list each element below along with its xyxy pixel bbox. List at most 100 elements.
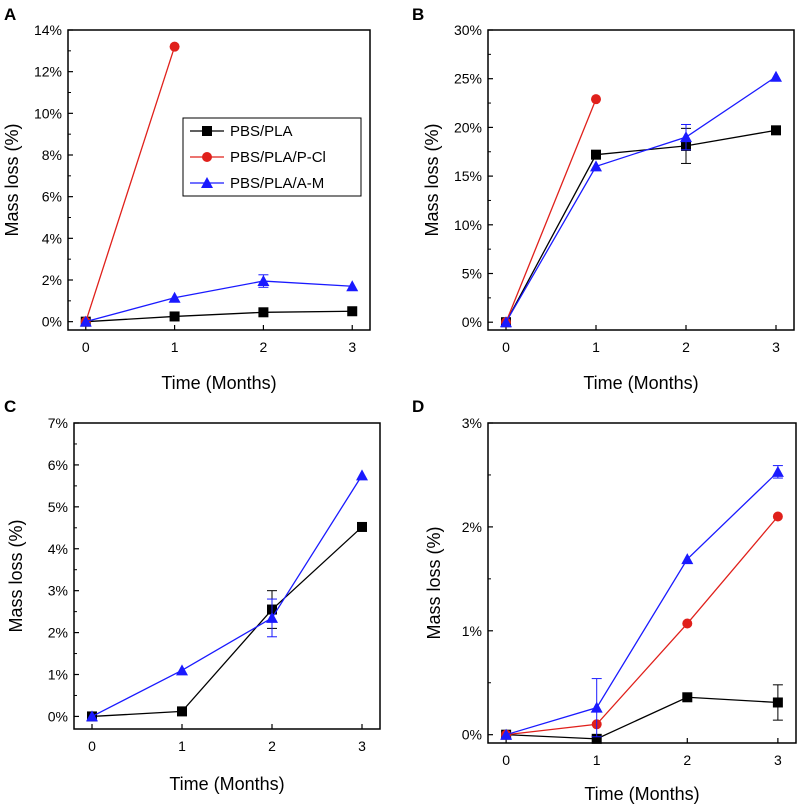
y-axis-label-d: Mass loss (%) bbox=[424, 526, 444, 639]
data-point bbox=[168, 291, 181, 303]
data-point bbox=[347, 306, 358, 317]
data-point bbox=[258, 307, 269, 318]
data-point bbox=[500, 316, 512, 328]
x-tick-label: 1 bbox=[178, 738, 186, 754]
series-pbs-pla-p-cl bbox=[501, 511, 783, 740]
series-pbs-pla bbox=[501, 125, 781, 328]
legend-marker-circle bbox=[202, 152, 212, 162]
plot-frame-d bbox=[487, 422, 797, 744]
series-line bbox=[506, 696, 778, 740]
legend-entry-pbs-pla-p-cl: PBS/PLA/P-Cl bbox=[190, 149, 326, 166]
x-tick-label: 0 bbox=[88, 738, 96, 754]
y-tick-label: 6% bbox=[48, 457, 68, 473]
x-tick-label: 3 bbox=[358, 738, 366, 754]
y-tick-label: 4% bbox=[48, 541, 68, 557]
data-point bbox=[771, 125, 781, 136]
series-pbs-pla-p-cl bbox=[80, 41, 180, 327]
y-tick-label: 0% bbox=[48, 708, 68, 724]
legend-entry-pbs-pla-a-m: PBS/PLA/A-M bbox=[190, 175, 324, 192]
panel-b: B 0 1 2 30%5%10%15%20%25%30% Time (Months) … bbox=[412, 5, 795, 393]
x-tick-label: 3 bbox=[348, 339, 356, 355]
panel-label-a: A bbox=[4, 5, 16, 24]
x-tick-label: 3 bbox=[772, 339, 780, 355]
data-point bbox=[169, 311, 180, 322]
x-axis-label-d: Time (Months) bbox=[584, 784, 699, 804]
y-tick-label: 1% bbox=[462, 623, 482, 639]
series-line bbox=[506, 516, 779, 736]
panel-a: A 0 1 2 30%2%4%6%8%10%12%14% Time (Months) … bbox=[2, 5, 371, 393]
y-tick-label: 12% bbox=[34, 64, 62, 80]
y-tick-label: 7% bbox=[48, 415, 68, 431]
panel-label-c: C bbox=[4, 397, 16, 416]
legend-marker-square bbox=[202, 126, 212, 136]
data-point bbox=[346, 280, 359, 292]
series-line bbox=[91, 475, 363, 718]
legend-entry-pbs-pla: PBS/PLA bbox=[190, 123, 293, 140]
data-point bbox=[591, 733, 602, 744]
series-line bbox=[85, 46, 176, 322]
plot-frame-c bbox=[73, 422, 381, 730]
x-tick-label: 3 bbox=[774, 752, 782, 768]
y-tick-label: 20% bbox=[454, 119, 482, 135]
data-point bbox=[590, 160, 602, 172]
data-point bbox=[86, 710, 98, 722]
x-tick-label: 1 bbox=[171, 339, 179, 355]
data-point bbox=[500, 728, 513, 740]
y-tick-label: 30% bbox=[454, 22, 482, 38]
x-tick-label: 0 bbox=[82, 339, 90, 355]
series-pbs-pla bbox=[80, 306, 358, 327]
data-point bbox=[257, 275, 270, 287]
y-tick-label: 0% bbox=[462, 314, 482, 330]
data-point bbox=[591, 94, 601, 105]
y-tick-label: 1% bbox=[48, 667, 68, 683]
data-point bbox=[356, 469, 368, 481]
panel-label-d: D bbox=[412, 397, 424, 416]
y-tick-label: 2% bbox=[42, 272, 62, 288]
series-line bbox=[505, 98, 597, 323]
data-point bbox=[591, 149, 601, 160]
data-point bbox=[169, 41, 180, 52]
data-point bbox=[176, 664, 188, 676]
legend-label: PBS/PLA/P-Cl bbox=[230, 149, 326, 166]
x-tick-label: 2 bbox=[682, 339, 690, 355]
y-tick-label: 8% bbox=[42, 147, 62, 163]
data-point bbox=[177, 706, 187, 717]
y-tick-label: 2% bbox=[462, 519, 482, 535]
x-tick-label: 2 bbox=[260, 339, 268, 355]
data-point bbox=[682, 692, 693, 703]
x-tick-label: 1 bbox=[593, 752, 601, 768]
series-pbs-pla-a-m bbox=[79, 274, 359, 327]
plot-frame-b bbox=[487, 29, 795, 331]
data-point bbox=[590, 701, 603, 713]
y-tick-label: 3% bbox=[48, 583, 68, 599]
y-axis-label-a: Mass loss (%) bbox=[2, 123, 22, 236]
series-pbs-pla-p-cl bbox=[501, 94, 601, 328]
data-point bbox=[681, 553, 694, 565]
data-point bbox=[266, 611, 278, 623]
y-tick-label: 15% bbox=[454, 168, 482, 184]
panel-c: C 0 1 2 3 0% 1% 2% 3% 4% 5% 6% 7% Time (Months) Mas… bbox=[4, 397, 381, 794]
x-tick-label: 0 bbox=[502, 339, 510, 355]
series-pbs-pla bbox=[87, 521, 367, 722]
y-tick-label: 6% bbox=[42, 189, 62, 205]
y-tick-label: 25% bbox=[454, 71, 482, 87]
legend: PBS/PLA PBS/PLA/P-Cl PBS/PLA/A-M bbox=[182, 117, 362, 197]
data-point bbox=[772, 697, 783, 708]
data-point bbox=[682, 618, 693, 629]
legend-marker-triangle bbox=[201, 177, 213, 188]
plot-frame-a bbox=[67, 29, 371, 331]
y-tick-label: 10% bbox=[34, 105, 62, 121]
data-point bbox=[770, 70, 782, 82]
series-pbs-pla-a-m bbox=[500, 465, 784, 740]
x-tick-label: 0 bbox=[502, 752, 510, 768]
series-line bbox=[91, 526, 363, 718]
legend-label: PBS/PLA bbox=[230, 123, 293, 140]
series-line bbox=[505, 76, 777, 323]
x-axis-label-b: Time (Months) bbox=[583, 373, 698, 393]
data-point bbox=[680, 131, 692, 143]
series-line bbox=[85, 280, 353, 323]
data-point bbox=[357, 521, 367, 532]
series-line bbox=[505, 471, 779, 736]
x-tick-label: 2 bbox=[683, 752, 691, 768]
